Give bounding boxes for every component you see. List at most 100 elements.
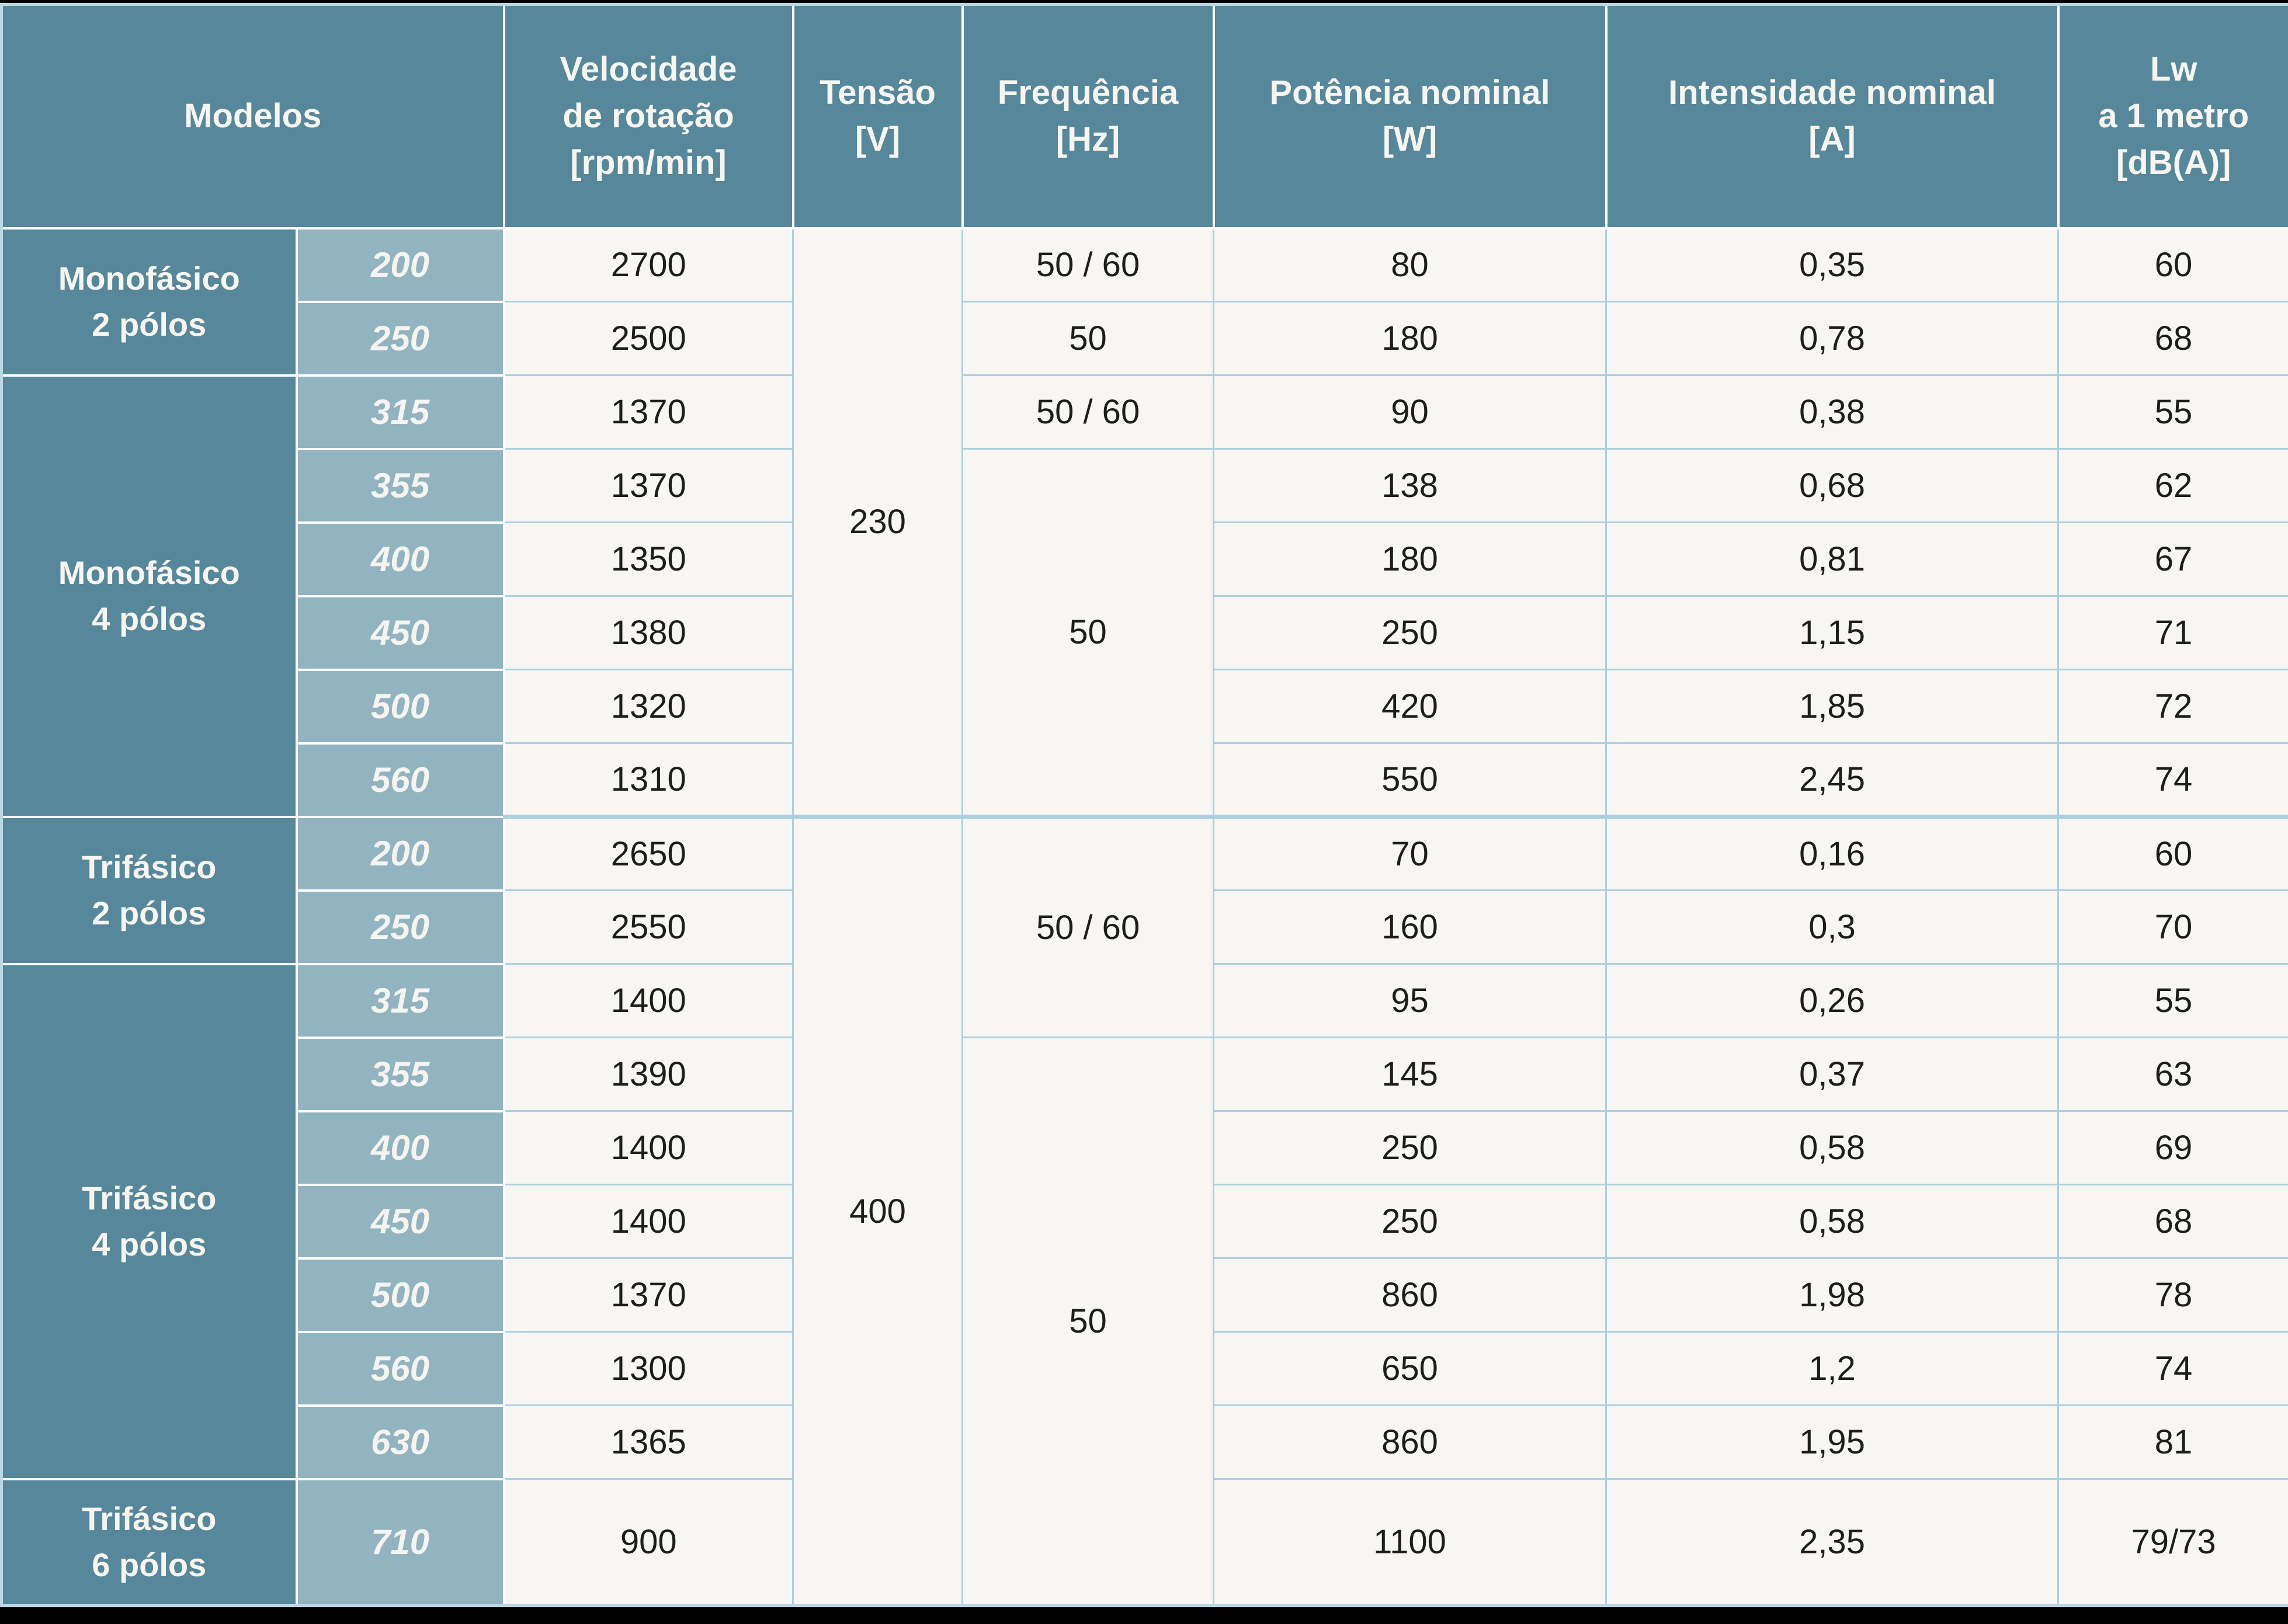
table-row: 250 2500 50 180 0,78 68: [2, 300, 2288, 377]
model-cell: 400: [295, 1110, 505, 1186]
intensidade-cell: 0,68: [1605, 448, 2060, 523]
rpm-cell: 1320: [503, 669, 794, 744]
potencia-cell: 550: [1213, 742, 1607, 818]
header-row: Modelos Velocidade de rotação [rpm/min] …: [0, 4, 2288, 229]
lw-cell: 68: [2057, 1184, 2288, 1259]
rpm-cell: 1400: [503, 1184, 794, 1259]
lw-cell: 71: [2057, 595, 2288, 670]
intensidade-cell: 1,15: [1605, 595, 2060, 670]
intensidade-cell: 0,58: [1605, 1184, 2060, 1259]
lw-cell: 60: [2057, 227, 2288, 302]
header-potencia: Potência nominal [W]: [1212, 4, 1607, 229]
intensidade-cell: 1,85: [1605, 669, 2060, 744]
intensidade-cell: 1,95: [1605, 1404, 2060, 1480]
potencia-cell: 250: [1213, 1110, 1607, 1185]
lw-cell: 70: [2057, 889, 2288, 965]
rpm-cell: 1400: [503, 963, 794, 1038]
intensidade-cell: 0,78: [1605, 301, 2060, 376]
lw-cell: 78: [2057, 1257, 2288, 1333]
model-cell: 560: [295, 1330, 505, 1407]
rpm-cell: 900: [503, 1478, 794, 1606]
model-cell: 500: [295, 668, 505, 745]
table-row: 250 2550 160 0,3 70: [2, 889, 2288, 965]
potencia-cell: 180: [1213, 521, 1607, 597]
potencia-cell: 180: [1213, 301, 1607, 376]
header-lw: Lw a 1 metro [dB(A)]: [2057, 4, 2288, 229]
model-cell: 400: [295, 521, 505, 597]
rpm-cell: 2650: [503, 815, 794, 891]
header-frequencia: Frequência [Hz]: [961, 4, 1215, 229]
table-row: Monofásico 4 pólos 315 1370 50 / 60 90 0…: [0, 374, 2288, 818]
potencia-cell: 95: [1213, 963, 1607, 1038]
potencia-cell: 80: [1213, 227, 1607, 302]
rpm-cell: 1365: [503, 1404, 794, 1480]
potencia-cell: 145: [1213, 1037, 1607, 1112]
rpm-cell: 1370: [503, 374, 794, 450]
table-row: Trifásico 6 pólos 710 900 1100 2,35 79/7…: [0, 1477, 2288, 1607]
rpm-cell: 1300: [503, 1331, 794, 1406]
group-monofasico-2polos: Monofásico 2 pólos: [0, 227, 298, 377]
lw-cell: 60: [2057, 815, 2288, 891]
model-cell: 355: [295, 447, 505, 524]
table-row: 560 1300 650 1,2 74: [2, 1330, 2288, 1407]
potencia-cell: 650: [1213, 1331, 1607, 1406]
freq-cell: 50 / 60: [961, 227, 1215, 302]
lw-cell: 69: [2057, 1110, 2288, 1185]
rpm-cell: 2500: [503, 301, 794, 376]
table-row: Monofásico 2 pólos 200 2700 230 50 / 60 …: [0, 227, 2288, 818]
lw-cell: 74: [2057, 1331, 2288, 1406]
model-cell: 355: [295, 1036, 505, 1112]
header-intensidade: Intensidade nominal [A]: [1605, 4, 2060, 229]
model-cell: 450: [295, 1183, 505, 1260]
table-row: 500 1370 860 1,98 78: [2, 1257, 2288, 1333]
table-row: 560 1310 550 2,45 74: [2, 742, 2288, 818]
potencia-cell: 138: [1213, 448, 1607, 523]
table-row: 630 1365 860 1,95 81: [2, 1404, 2288, 1480]
motor-spec-table: Modelos Velocidade de rotação [rpm/min] …: [0, 3, 2288, 1607]
lw-cell: 55: [2057, 963, 2288, 1038]
potencia-cell: 860: [1213, 1404, 1607, 1480]
freq-cell: 50: [961, 301, 1215, 376]
intensidade-cell: 0,37: [1605, 1037, 2060, 1112]
intensidade-cell: 0,26: [1605, 963, 2060, 1038]
lw-cell: 81: [2057, 1404, 2288, 1480]
table-row: 400 1350 180 0,81 67: [2, 521, 2288, 597]
lw-cell: 79/73: [2057, 1478, 2288, 1606]
table-row: 500 1320 420 1,85 72: [2, 668, 2288, 745]
intensidade-cell: 1,2: [1605, 1331, 2060, 1406]
rpm-cell: 1370: [503, 448, 794, 523]
table-row: 355 1370 50 138 0,68 62: [2, 447, 2288, 818]
intensidade-cell: 0,81: [1605, 521, 2060, 597]
table-row: 450 1400 250 0,58 68: [2, 1183, 2288, 1260]
intensidade-cell: 0,16: [1605, 815, 2060, 891]
model-cell: 250: [295, 300, 505, 377]
model-cell: 560: [295, 742, 505, 818]
freq-cell: 50: [961, 448, 1215, 818]
model-cell: 315: [295, 962, 505, 1039]
potencia-cell: 70: [1213, 815, 1607, 891]
header-velocidade: Velocidade de rotação [rpm/min]: [502, 4, 794, 229]
rpm-cell: 1400: [503, 1110, 794, 1185]
potencia-cell: 420: [1213, 669, 1607, 744]
tensao-400-cell: 400: [792, 815, 964, 1606]
intensidade-cell: 0,3: [1605, 889, 2060, 965]
freq-cell: 50: [961, 1037, 1215, 1606]
header-modelos: Modelos: [0, 4, 505, 229]
table-row: 400 1400 250 0,58 69: [2, 1110, 2288, 1186]
lw-cell: 62: [2057, 448, 2288, 523]
lw-cell: 67: [2057, 521, 2288, 597]
potencia-cell: 250: [1213, 1184, 1607, 1259]
lw-cell: 55: [2057, 374, 2288, 450]
table-row: Trifásico 4 pólos 315 1400 95 0,26 55: [0, 962, 2288, 1480]
intensidade-cell: 2,35: [1605, 1478, 2060, 1606]
rpm-cell: 2550: [503, 889, 794, 965]
group-trifasico-2polos: Trifásico 2 pólos: [0, 815, 298, 965]
intensidade-cell: 2,45: [1605, 742, 2060, 818]
top-black-bar: [0, 0, 2288, 3]
model-cell: 710: [295, 1477, 505, 1607]
intensidade-cell: 0,38: [1605, 374, 2060, 450]
rpm-cell: 1380: [503, 595, 794, 670]
potencia-cell: 860: [1213, 1257, 1607, 1333]
intensidade-cell: 0,35: [1605, 227, 2060, 302]
rpm-cell: 1370: [503, 1257, 794, 1333]
